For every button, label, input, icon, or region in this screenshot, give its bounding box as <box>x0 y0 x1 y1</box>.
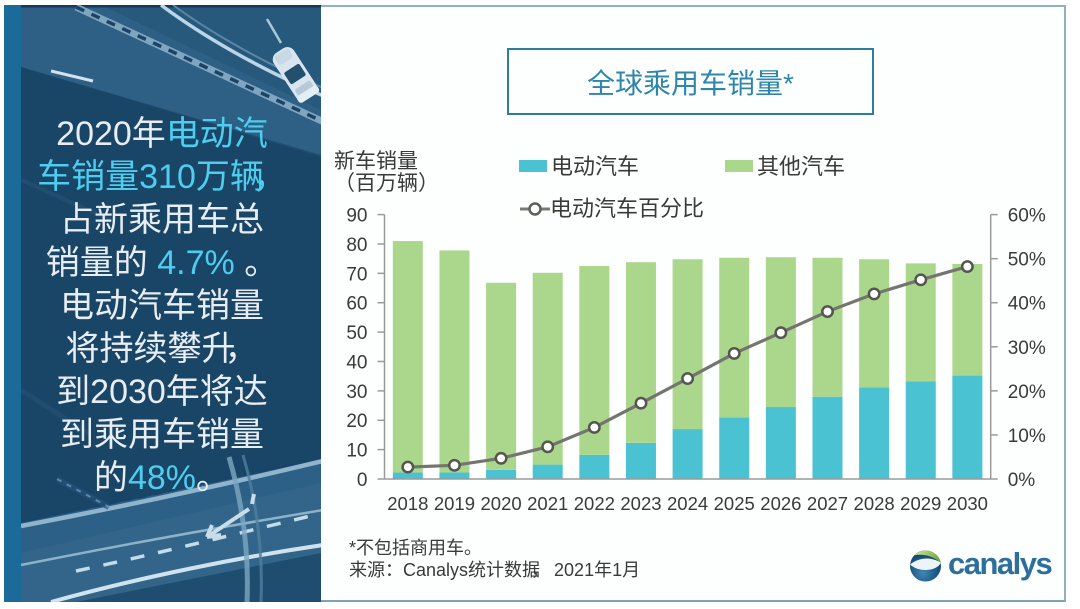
svg-text:60: 60 <box>346 294 367 315</box>
svg-text:2020: 2020 <box>481 493 522 514</box>
svg-text:10: 10 <box>346 441 367 462</box>
svg-text:30: 30 <box>346 382 367 403</box>
svg-text:2030: 2030 <box>947 493 988 514</box>
svg-text:2029: 2029 <box>900 493 941 514</box>
svg-text:2019: 2019 <box>434 493 475 514</box>
svg-text:canalys: canalys <box>948 546 1052 581</box>
svg-text:2018: 2018 <box>387 493 428 514</box>
svg-text:0%: 0% <box>1008 470 1036 491</box>
svg-text:2021: 2021 <box>527 493 568 514</box>
svg-text:2026: 2026 <box>760 493 801 514</box>
svg-text:0: 0 <box>357 470 368 491</box>
svg-text:50: 50 <box>346 323 367 344</box>
svg-text:10%: 10% <box>1008 426 1046 447</box>
svg-text:2024: 2024 <box>667 493 708 514</box>
svg-text:70: 70 <box>346 264 367 285</box>
svg-text:20: 20 <box>346 411 367 432</box>
svg-text:20%: 20% <box>1008 382 1046 403</box>
svg-text:2023: 2023 <box>620 493 661 514</box>
svg-text:60%: 60% <box>1008 206 1046 227</box>
svg-text:2025: 2025 <box>714 493 755 514</box>
svg-text:2022: 2022 <box>574 493 615 514</box>
svg-text:30%: 30% <box>1008 338 1046 359</box>
svg-text:40: 40 <box>346 352 367 373</box>
svg-text:40%: 40% <box>1008 294 1046 315</box>
svg-text:2027: 2027 <box>807 493 848 514</box>
svg-text:50%: 50% <box>1008 250 1046 271</box>
svg-text:2028: 2028 <box>854 493 895 514</box>
svg-text:80: 80 <box>346 235 367 256</box>
svg-text:90: 90 <box>346 206 367 227</box>
